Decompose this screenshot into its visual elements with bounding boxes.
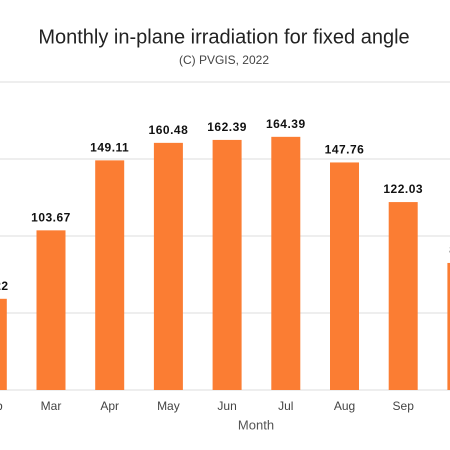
bar (388, 202, 418, 390)
x-tick-label: May (157, 399, 180, 413)
value-label: 122.03 (383, 182, 423, 196)
bar (212, 139, 242, 390)
x-tick-label: Sep (393, 399, 415, 413)
value-label: 103.67 (31, 211, 71, 225)
chart-subtitle: (C) PVGIS, 2022 (179, 53, 269, 67)
x-tick-label: Feb (0, 399, 3, 413)
bar (153, 142, 183, 390)
x-tick-label: Mar (41, 399, 62, 413)
value-label: 149.11 (90, 141, 129, 155)
bar (95, 160, 125, 390)
x-tick-label: Apr (100, 399, 119, 413)
value-label: 162.39 (207, 120, 247, 134)
bar (271, 136, 301, 390)
bar (0, 298, 7, 390)
bar (36, 230, 66, 390)
x-axis-label: Month (238, 417, 274, 432)
x-tick-label: Aug (334, 399, 355, 413)
value-label: 160.48 (149, 123, 189, 137)
value-label: 59.22 (0, 279, 9, 293)
chart-title: Monthly in-plane irradiation for fixed a… (38, 26, 409, 48)
bar (330, 162, 359, 390)
value-label: 147.76 (325, 143, 365, 157)
x-tick-label: Jun (217, 399, 236, 413)
value-label: 164.39 (266, 117, 306, 131)
x-tick-label: Jul (278, 399, 293, 413)
bar (447, 262, 450, 390)
